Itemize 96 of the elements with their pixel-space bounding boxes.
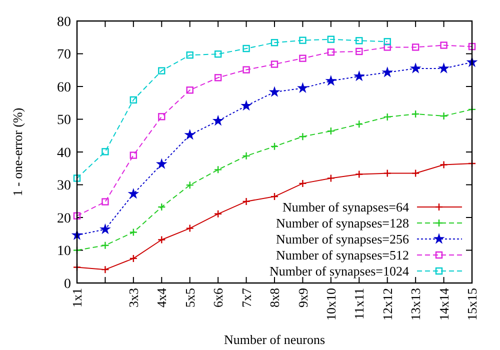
point [440,42,448,49]
point [214,74,222,82]
point [158,202,166,212]
point [186,51,194,59]
y-tick-label: 40 [57,146,71,161]
legend-label: Number of synapses=128 [276,216,409,231]
point [411,110,420,118]
point [440,112,448,120]
x-tick-label: 9x9 [295,288,310,308]
y-tick-label: 60 [57,80,71,96]
point [242,44,250,52]
point [356,48,363,56]
x-tick-label: 14x14 [436,288,452,320]
y-tick-label: 30 [57,178,71,194]
point [325,74,337,86]
point [186,224,194,232]
point [384,38,391,46]
point [355,120,364,128]
y-tick-label: 80 [57,14,71,30]
point [410,62,422,74]
y-tick-label: 50 [57,113,71,128]
x-tick-label: 13x13 [408,288,424,320]
x-tick-label: 7x7 [238,288,254,308]
x-tick-label: 12x12 [380,288,395,320]
legend-label: Number of synapses=1024 [270,264,410,279]
x-tick-label: 10x10 [323,288,338,320]
point [214,50,222,58]
point [383,169,392,178]
point [240,100,252,111]
point [270,60,278,68]
point [299,54,306,62]
point [326,126,336,136]
point [270,39,278,46]
point [102,198,109,206]
point [129,228,138,236]
point [242,152,250,160]
point [101,241,110,250]
point [100,223,111,234]
x-tick-label: 1x1 [70,288,85,308]
point [186,86,194,94]
point [212,114,224,126]
point [411,169,420,178]
point [73,174,81,182]
x-axis-title: Number of neurons [224,332,326,347]
point [130,152,138,159]
point [382,66,394,78]
point [242,197,250,206]
point [130,96,138,104]
point [327,36,335,43]
point [214,210,222,218]
point [156,158,168,169]
point [299,36,306,44]
point [214,166,222,174]
point [268,86,280,97]
point [270,192,279,201]
point [353,70,365,82]
x-tick-label: 6x6 [210,288,226,308]
point [102,148,109,156]
y-tick-label: 70 [57,48,71,63]
y-tick-label: 20 [57,211,71,226]
point [326,174,336,182]
point [270,142,279,151]
legend-label: Number of synapses=256 [276,232,410,247]
point [384,44,391,51]
x-tick-label: 5x5 [182,288,198,308]
point [356,37,363,44]
point [355,170,364,178]
x-tick-label: 4x4 [154,288,170,308]
point [383,112,392,122]
y-axis-title: 1 - one-error (%) [10,108,25,196]
point [128,188,140,199]
point [101,265,110,274]
x-tick-label: 15x15 [464,288,480,320]
point [297,82,308,93]
point [438,62,450,74]
point [158,67,166,74]
point [129,254,138,263]
x-tick-label: 8x8 [267,288,282,308]
point [186,180,194,190]
y-tick-label: 10 [57,244,71,260]
point [158,236,166,244]
point [73,212,81,220]
point [242,66,250,74]
x-tick-label: 3x3 [126,288,141,308]
point [440,160,448,169]
y-tick-label: 0 [64,276,71,292]
point [184,129,196,140]
point [468,42,476,50]
legend-label: Number of synapses=64 [282,200,410,215]
point [327,48,335,56]
point [158,113,166,120]
legend-label: Number of synapses=512 [276,248,409,263]
x-tick-label: 11x11 [352,288,367,320]
point [298,132,307,141]
point [412,44,420,51]
point [298,179,307,188]
